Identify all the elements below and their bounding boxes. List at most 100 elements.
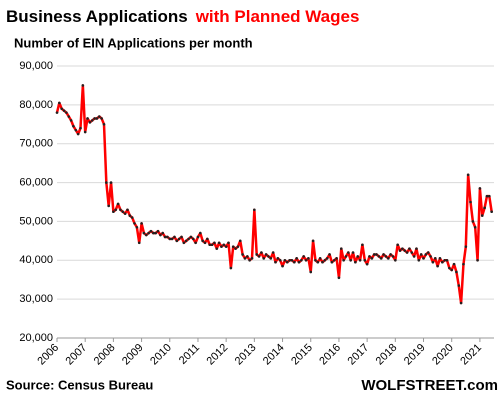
data-point [234, 247, 237, 250]
data-point [97, 115, 101, 118]
data-point [133, 222, 136, 225]
data-point [431, 260, 435, 264]
data-point [203, 241, 207, 245]
data-point [55, 111, 59, 114]
data-point [457, 284, 461, 287]
data-point [372, 253, 376, 256]
data-point [267, 255, 270, 258]
data-point [321, 260, 324, 264]
data-point [88, 121, 92, 124]
data-point [262, 257, 266, 260]
data-point [246, 255, 249, 258]
data-point [450, 268, 454, 272]
data-point [137, 241, 141, 245]
data-point [269, 257, 273, 260]
data-point [60, 107, 64, 111]
data-point [271, 251, 275, 254]
data-point [105, 181, 108, 184]
source: Source: Census Bureau [6, 377, 153, 392]
x-tick-label: 2006 [35, 342, 61, 368]
data-point [194, 241, 197, 245]
x-tick-label: 2015 [289, 342, 315, 368]
data-point [441, 260, 444, 264]
data-point [300, 258, 303, 262]
data-point [130, 216, 134, 219]
data-point [398, 249, 402, 252]
data-point [356, 255, 360, 258]
data-point [189, 235, 193, 239]
data-point [419, 253, 423, 256]
data-point [149, 229, 153, 233]
data-point [177, 237, 181, 241]
data-point [241, 253, 244, 256]
data-point [95, 117, 99, 120]
data-point [445, 258, 449, 262]
data-point [102, 122, 106, 126]
data-point [328, 253, 331, 256]
data-point [93, 117, 96, 120]
data-point [187, 237, 190, 241]
data-point [332, 258, 336, 262]
data-point [123, 212, 127, 215]
data-point [386, 257, 390, 260]
data-point [426, 251, 430, 254]
data-point [253, 208, 256, 212]
data-point [358, 258, 362, 262]
x-tick-label: 2016 [317, 342, 343, 368]
data-point [173, 235, 176, 239]
data-point [161, 231, 165, 235]
data-point [438, 257, 442, 260]
data-point [396, 243, 399, 247]
data-point [222, 243, 226, 247]
data-point [401, 247, 404, 250]
data-point [302, 255, 305, 258]
data-point [236, 245, 240, 248]
data-point [370, 257, 374, 260]
data-point [429, 255, 432, 258]
data-point [452, 262, 456, 266]
data-point [347, 251, 350, 254]
data-point [422, 257, 425, 260]
data-point [415, 247, 418, 250]
data-point [135, 225, 139, 229]
data-point [116, 202, 120, 206]
data-point [86, 117, 89, 120]
data-point [314, 258, 317, 262]
data-point [365, 262, 369, 266]
data-point [361, 243, 364, 247]
data-point [67, 115, 71, 118]
data-point [238, 239, 242, 243]
title-main: Business Applications [6, 7, 188, 26]
data-point [182, 241, 186, 245]
data-point [213, 241, 216, 245]
data-point [83, 130, 87, 134]
x-tick-label: 2014 [261, 342, 287, 368]
data-point [403, 249, 407, 252]
data-point [243, 257, 247, 260]
data-point [363, 258, 367, 262]
data-point [274, 260, 277, 264]
data-point [201, 239, 204, 243]
data-point [309, 270, 313, 274]
data-point [464, 245, 468, 248]
data-point [377, 255, 381, 258]
x-tick-label: 2011 [177, 342, 202, 367]
data-point [227, 241, 230, 245]
data-point [389, 253, 392, 256]
x-tick-label: 2008 [92, 342, 118, 368]
data-point [208, 243, 212, 247]
data-point [220, 245, 223, 248]
data-point [121, 210, 125, 214]
data-point [476, 258, 479, 262]
data-point [81, 84, 85, 87]
data-point [337, 276, 341, 280]
data-point [90, 119, 94, 122]
data-point [168, 237, 172, 241]
data-point [384, 255, 388, 258]
data-point [342, 258, 345, 262]
data-point [335, 257, 338, 260]
data-point [159, 233, 162, 237]
data-point [257, 255, 261, 258]
data-point [191, 237, 195, 241]
